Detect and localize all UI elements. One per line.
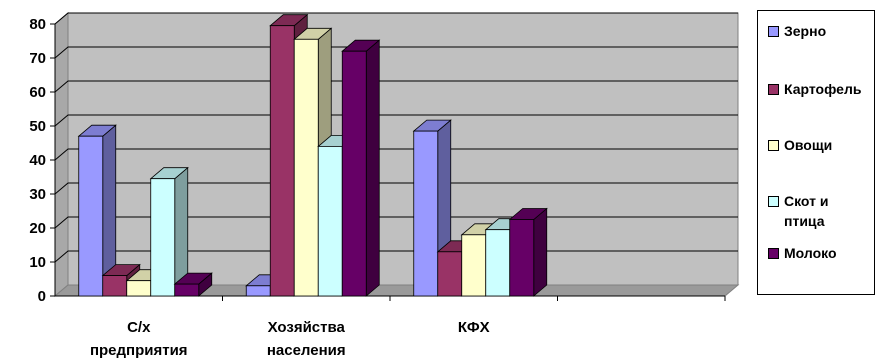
y-tick-label: 20 (29, 220, 46, 237)
legend-item: Молоко (768, 243, 875, 263)
legend-item: Скот и птица (768, 191, 875, 231)
bar-5-3-side (533, 207, 548, 297)
gridline (54, 12, 738, 25)
bar-3-1 (126, 280, 152, 297)
legend-label: Зерно (784, 21, 874, 41)
gridline (54, 80, 738, 93)
y-tick-label: 40 (29, 152, 46, 169)
bar-5-2-side (365, 39, 380, 297)
legend-swatch (768, 26, 779, 37)
chart-legend: Зерно Картофель Овощи Скот и птица Молоко (757, 10, 875, 295)
y-tick-label: 60 (29, 84, 46, 101)
y-tick-label: 70 (29, 50, 46, 67)
legend-label-line: Молоко (784, 245, 837, 261)
bar-4-2 (317, 145, 343, 297)
bar-5-3 (509, 219, 535, 297)
x-category-label: предприятия (90, 342, 188, 359)
bar-4-3 (485, 229, 511, 297)
bar-5-2 (341, 50, 367, 297)
bar-5-1 (174, 283, 200, 297)
bar-1-3 (413, 130, 439, 297)
bar-2-1 (102, 275, 128, 297)
y-tick-label: 80 (29, 16, 46, 33)
legend-label-line: Овощи (784, 137, 833, 153)
x-category-label: С/х (127, 319, 151, 336)
gridline (54, 46, 738, 59)
legend-swatch (768, 196, 779, 207)
gridline (54, 148, 738, 161)
x-category-label: КФХ (458, 319, 490, 336)
bar-3-2 (293, 38, 319, 297)
legend-label-line: Скот и (784, 193, 829, 209)
legend-label-line: Картофель (784, 81, 862, 97)
x-category-label: Хозяйства (268, 319, 346, 336)
gridline (54, 182, 738, 195)
legend-label-line: птица (784, 213, 825, 229)
bar-1-2 (245, 285, 271, 297)
bar-1-1 (78, 135, 104, 297)
legend-label: Картофель (784, 79, 874, 99)
y-tick-label: 30 (29, 186, 46, 203)
legend-label: Овощи (784, 135, 874, 155)
x-category-label: населения (267, 342, 346, 359)
bar-3-3 (461, 234, 487, 297)
y-tick-label: 10 (29, 254, 46, 271)
legend-swatch (768, 248, 779, 259)
y-tick-label: 0 (38, 288, 46, 305)
bar-4-1 (150, 178, 176, 297)
legend-swatch (768, 140, 779, 151)
legend-label-line: Зерно (784, 23, 827, 39)
bar-2-3 (437, 251, 463, 297)
y-tick-label: 50 (29, 118, 46, 135)
legend-swatch (768, 84, 779, 95)
gridline (54, 114, 738, 127)
bar-2-2 (269, 25, 295, 297)
legend-item: Зерно (768, 21, 875, 41)
legend-item: Овощи (768, 135, 875, 155)
legend-label: Скот и птица (784, 191, 874, 231)
legend-label: Молоко (784, 243, 874, 263)
legend-item: Картофель (768, 79, 875, 99)
